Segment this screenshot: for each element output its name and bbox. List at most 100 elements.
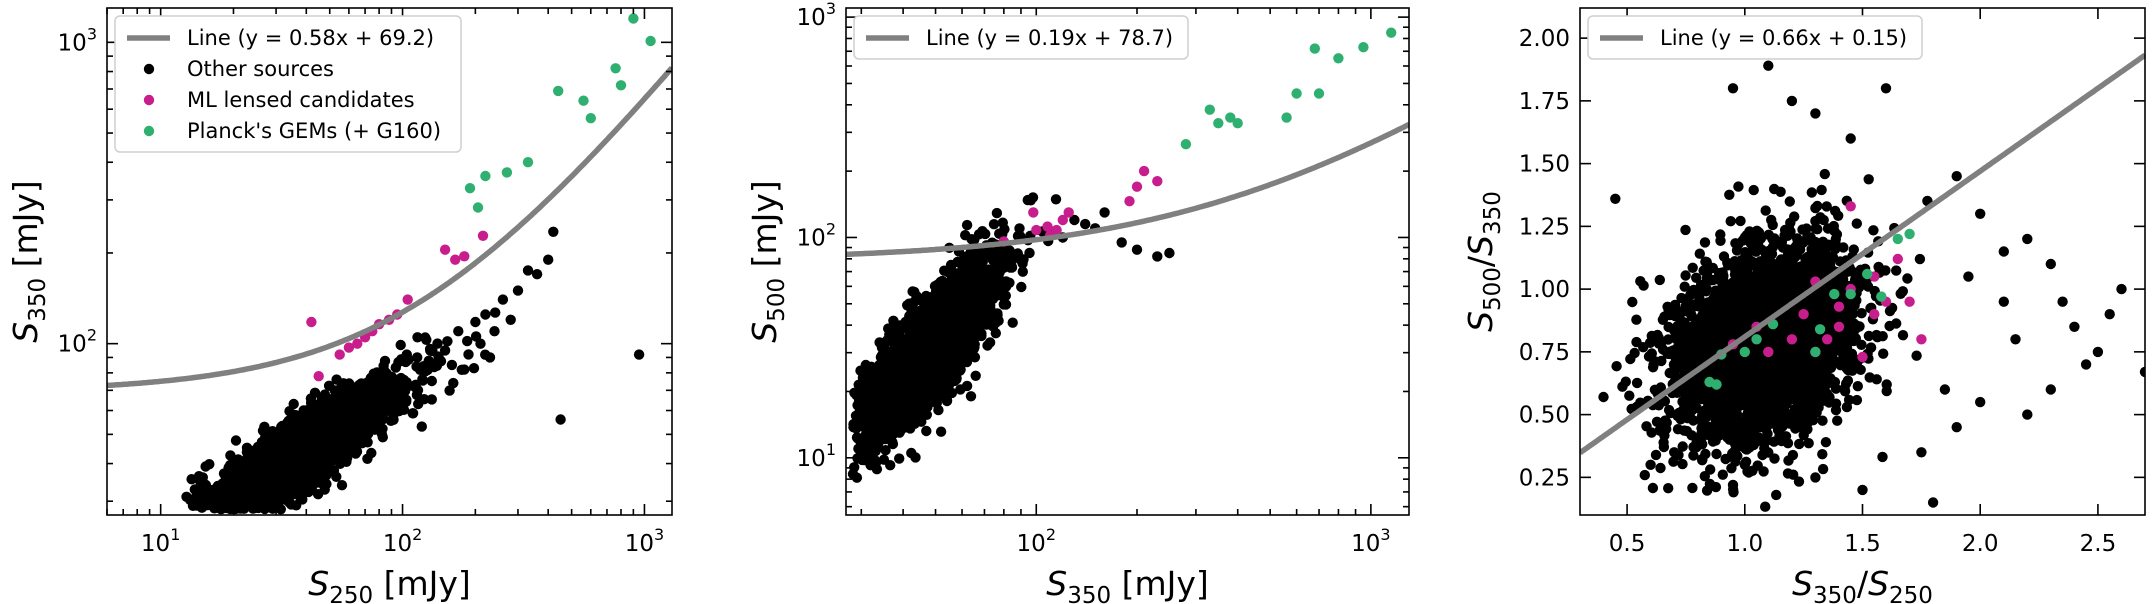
- data-point: [311, 426, 322, 437]
- data-point: [426, 394, 437, 405]
- data-point: [970, 370, 981, 381]
- y-tick-label: 103: [58, 24, 97, 56]
- data-point: [342, 380, 353, 391]
- data-point: [412, 352, 423, 363]
- data-point: [411, 389, 423, 401]
- data-point: [522, 265, 534, 276]
- data-point: [433, 351, 444, 362]
- legend-marker: [143, 94, 155, 106]
- x-tick-label: 101: [141, 525, 180, 557]
- series-other-sources: [847, 192, 1175, 483]
- data-point: [390, 362, 401, 373]
- data-point: [358, 394, 369, 406]
- data-point: [413, 398, 424, 410]
- data-point: [555, 414, 566, 425]
- legend-frame: [114, 15, 462, 153]
- data-point: [285, 417, 297, 428]
- data-point: [480, 170, 491, 182]
- legend-label: Other sources: [187, 57, 334, 81]
- data-point: [336, 417, 347, 428]
- data-point: [459, 251, 470, 262]
- data-point: [348, 388, 359, 399]
- data-point: [367, 419, 379, 430]
- series-other-sources: [181, 226, 645, 515]
- data-point: [340, 404, 352, 416]
- data-point: [321, 478, 332, 490]
- data-point: [306, 316, 317, 328]
- data-point: [615, 80, 627, 91]
- data-point: [218, 468, 230, 479]
- data-point: [1014, 223, 1025, 234]
- data-point: [369, 407, 380, 419]
- data-point: [237, 462, 248, 473]
- data-point: [462, 335, 473, 347]
- data-point: [553, 85, 564, 97]
- data-point: [422, 364, 433, 376]
- series-planck-s-gems-g160-: [464, 13, 656, 213]
- data-point: [303, 430, 314, 442]
- fit-line: [107, 65, 672, 389]
- x-tick-label: 103: [625, 525, 664, 557]
- data-point: [372, 383, 383, 394]
- data-point: [191, 500, 202, 511]
- data-point: [225, 478, 236, 489]
- data-point: [398, 404, 410, 415]
- data-point: [360, 434, 371, 445]
- data-point: [343, 342, 355, 353]
- data-point: [633, 349, 645, 360]
- data-point: [548, 226, 559, 237]
- legend-label: Line (y = 0.58x + 69.2): [187, 26, 434, 50]
- data-point: [369, 398, 381, 410]
- legend-marker: [143, 63, 155, 75]
- data-point: [334, 349, 345, 360]
- data-point: [416, 421, 427, 432]
- data-point: [229, 489, 241, 501]
- data-point: [352, 338, 363, 349]
- data-point: [399, 378, 411, 389]
- data-point: [1007, 317, 1018, 328]
- data-point: [401, 349, 412, 360]
- data-point: [512, 285, 524, 296]
- data-point: [377, 432, 388, 443]
- data-point: [324, 437, 335, 449]
- data-point: [439, 345, 451, 356]
- data-point: [480, 309, 491, 320]
- data-point: [308, 459, 319, 471]
- data-point: [991, 207, 1003, 219]
- data-point: [378, 360, 389, 372]
- data-point: [362, 378, 373, 390]
- data-point: [472, 202, 484, 213]
- legend-marker: [143, 125, 155, 137]
- data-point: [336, 480, 348, 491]
- data-point: [303, 477, 314, 488]
- y-axis-label: S350 [mJy]: [6, 180, 51, 343]
- data-point: [355, 416, 366, 427]
- data-point: [285, 435, 297, 447]
- data-point: [298, 467, 309, 479]
- data-point: [484, 352, 496, 363]
- data-point: [237, 493, 249, 504]
- data-point: [378, 413, 389, 425]
- data-point: [189, 484, 200, 495]
- x-tick-label: 102: [383, 525, 422, 557]
- data-point: [628, 13, 639, 24]
- data-point: [276, 421, 287, 433]
- data-point: [489, 326, 500, 337]
- data-point: [1016, 281, 1027, 293]
- data-point: [200, 461, 211, 472]
- legend-label: Planck's GEMs (+ G160): [187, 119, 441, 143]
- data-point: [468, 363, 480, 374]
- data-point: [346, 433, 357, 444]
- data-point: [866, 361, 877, 372]
- data-point: [442, 336, 453, 347]
- data-point: [319, 389, 331, 400]
- data-point: [426, 375, 437, 387]
- data-point: [258, 484, 270, 495]
- data-point: [531, 269, 543, 280]
- data-point: [392, 375, 403, 386]
- data-point: [286, 499, 297, 510]
- data-point: [578, 95, 589, 106]
